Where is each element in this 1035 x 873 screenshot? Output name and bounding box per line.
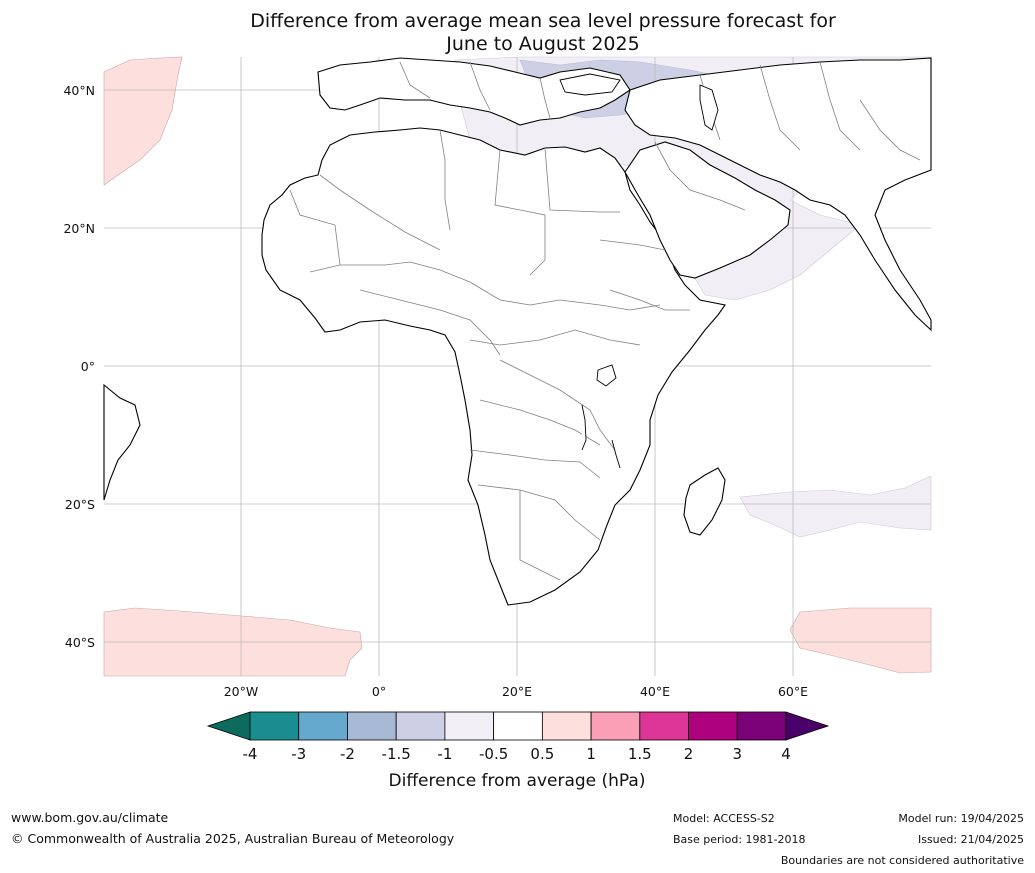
colorbar-tick-label: 0.5	[530, 745, 554, 763]
colorbar-swatch	[493, 711, 543, 741]
south-america-outline	[103, 383, 141, 501]
footer-base-period: Base period: 1981-2018	[673, 833, 806, 846]
lat-label-40s: 40°S	[65, 635, 95, 650]
colorbar-tick-label: -2	[340, 745, 355, 763]
colorbar-swatch	[298, 711, 348, 741]
lon-label-40e: 40°E	[640, 684, 670, 699]
lon-label-20e: 20°E	[502, 684, 532, 699]
lat-label-20n: 20°N	[63, 221, 95, 236]
colorbar-label: Difference from average (hPa)	[389, 771, 646, 791]
colorbar-swatch	[347, 711, 397, 741]
colorbar-swatch	[639, 711, 689, 741]
colorbar-swatch	[736, 711, 787, 741]
lake-tanganyika	[581, 404, 587, 451]
lon-label-0: 0°	[372, 684, 386, 699]
colorbar-tick-label: 2	[684, 745, 694, 763]
madagascar-outline	[683, 467, 726, 536]
colorbar-extend-low	[206, 711, 251, 741]
colorbar-tick-label: -1	[437, 745, 452, 763]
anomaly-positive-northwest	[103, 56, 183, 186]
colorbar-tick-label: 1	[586, 745, 596, 763]
black-sea	[559, 73, 621, 96]
latitude-labels: 40°N 20°N 0° 20°S 40°S	[63, 83, 95, 650]
colorbar: -4 -3 -2 -1.5 -1 -0.5 0.5 1 1.5 2 3 4	[206, 711, 830, 763]
colorbar-swatch	[444, 711, 495, 741]
longitude-labels: 20°W 0° 20°E 40°E 60°E	[224, 684, 808, 699]
anomaly-positive-southeast	[789, 607, 932, 674]
lakes	[559, 73, 719, 469]
colorbar-swatch	[249, 711, 300, 741]
lat-label-40n: 40°N	[63, 83, 95, 98]
asia-outline	[624, 57, 932, 332]
lon-label-60e: 60°E	[778, 684, 808, 699]
footer-disclaimer: Boundaries are not considered authoritat…	[780, 854, 1024, 867]
caspian-sea	[699, 84, 719, 131]
colorbar-tick-label: -0.5	[479, 745, 508, 763]
colorbar-swatch	[590, 711, 641, 741]
lat-label-20s: 20°S	[65, 497, 95, 512]
colorbar-swatch	[688, 711, 738, 741]
title-line-2: June to August 2025	[446, 33, 640, 55]
footer-issued: Issued: 21/04/2025	[917, 833, 1024, 846]
footer-copyright: © Commonwealth of Australia 2025, Austra…	[11, 831, 455, 846]
title-line-1: Difference from average mean sea level p…	[250, 10, 836, 32]
lon-label-20w: 20°W	[224, 684, 259, 699]
colorbar-tick-label: -4	[243, 745, 258, 763]
colorbar-swatch	[395, 711, 446, 741]
lake-victoria	[596, 364, 617, 387]
coastlines	[103, 57, 932, 606]
footer-model: Model: ACCESS-S2	[673, 812, 775, 825]
footer-model-run: Model run: 19/04/2025	[898, 812, 1024, 825]
lat-label-0: 0°	[81, 359, 95, 374]
footer-url[interactable]: www.bom.gov.au/climate	[11, 810, 169, 825]
africa-outline	[261, 127, 726, 606]
country-borders	[289, 61, 921, 581]
colorbar-swatch	[541, 711, 592, 741]
arabian-peninsula-outline	[624, 141, 791, 279]
europe-outline	[317, 57, 631, 126]
colorbar-tick-label: 3	[732, 745, 742, 763]
colorbar-extend-high	[785, 711, 830, 741]
colorbar-tick-label: 1.5	[628, 745, 652, 763]
colorbar-tick-label: 4	[781, 745, 791, 763]
map-title: Difference from average mean sea level p…	[0, 10, 1035, 56]
anomaly-negative-south-indian	[739, 475, 932, 538]
map-panel	[103, 56, 932, 677]
colorbar-tick-label: -1.5	[382, 745, 411, 763]
lake-malawi	[611, 439, 621, 469]
colorbar-tick-label: -3	[291, 745, 306, 763]
